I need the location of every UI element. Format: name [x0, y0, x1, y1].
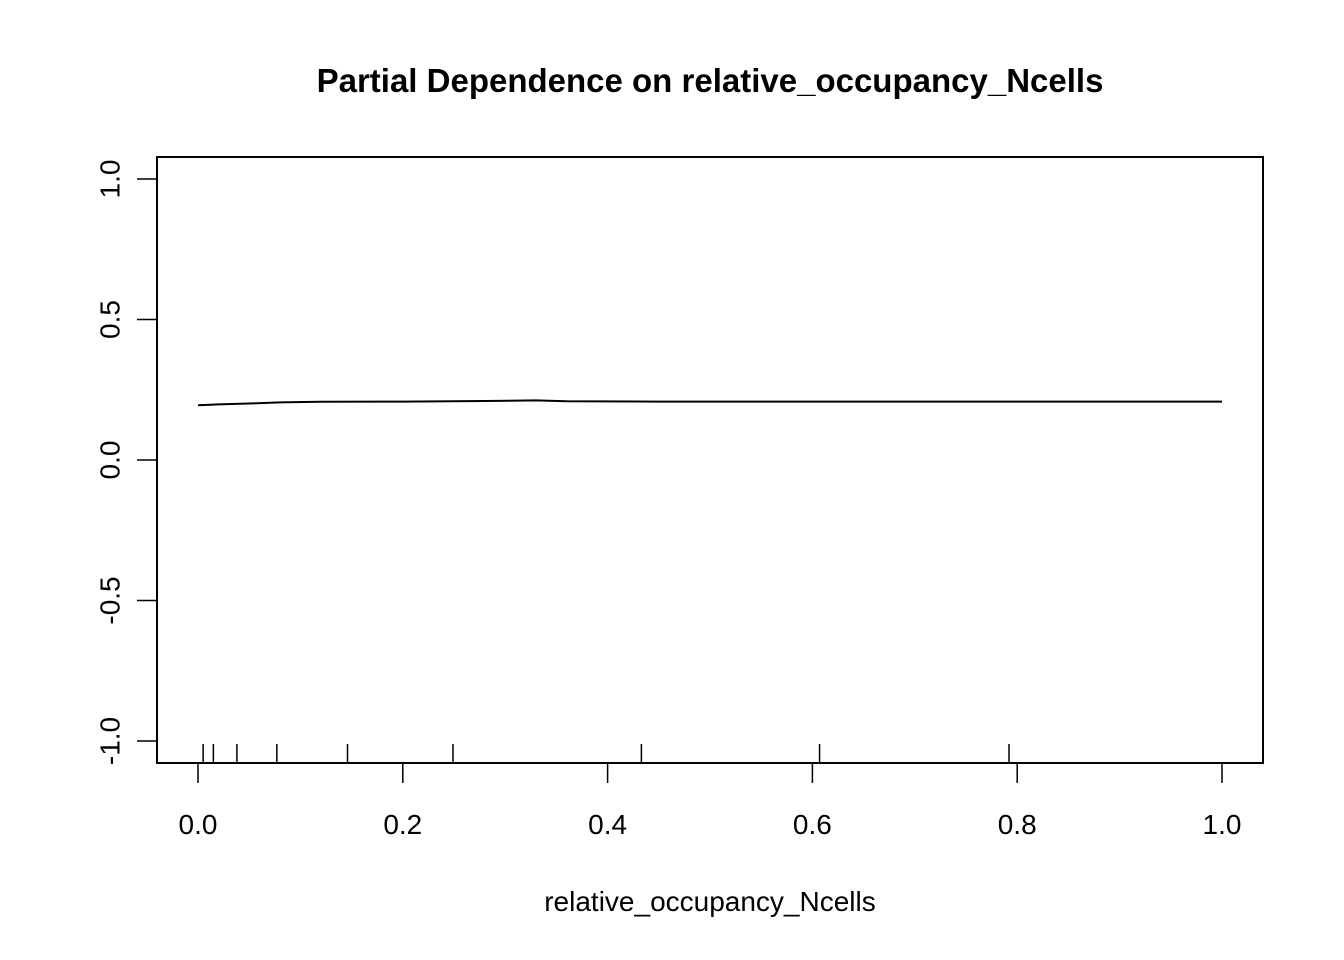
y-tick-label: 0.0: [94, 441, 125, 480]
x-tick-label: 0.2: [383, 809, 422, 840]
y-axis: -1.0 -0.5 0.0 0.5 1.0: [94, 160, 158, 765]
chart-title: Partial Dependence on relative_occupancy…: [317, 62, 1104, 99]
x-tick-label: 0.4: [588, 809, 627, 840]
y-tick-label: -0.5: [94, 576, 125, 624]
partial-dependence-line: [197, 399, 1222, 407]
x-tick-label: 0.8: [998, 809, 1037, 840]
y-tick-label: 1.0: [94, 160, 125, 199]
series-group: [197, 399, 1222, 407]
x-tick-label: 1.0: [1203, 809, 1242, 840]
y-tick-label: -1.0: [94, 717, 125, 765]
x-axis: 0.0 0.2 0.4 0.6 0.8 1.0: [179, 762, 1242, 840]
x-tick-label: 0.6: [793, 809, 832, 840]
y-tick-label: 0.5: [94, 300, 125, 339]
x-axis-label: relative_occupancy_Ncells: [544, 886, 876, 917]
plot-frame: [156, 156, 1264, 764]
rug-marks: [202, 744, 1010, 763]
x-tick-label: 0.0: [179, 809, 218, 840]
